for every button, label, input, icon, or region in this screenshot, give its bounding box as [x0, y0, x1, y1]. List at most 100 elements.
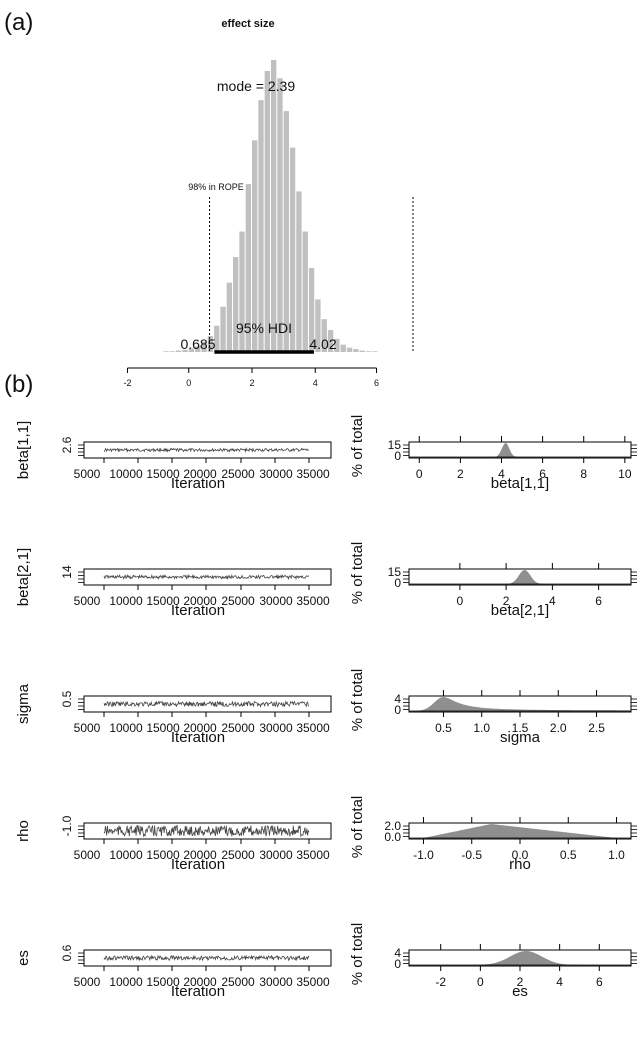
hist-y-tick-label: 0 [394, 703, 401, 717]
histogram-bar [321, 319, 327, 352]
histogram-bar [188, 348, 195, 352]
trace-x-tick-label: 20000 [183, 721, 217, 735]
trace-x-tick-label: 10000 [109, 594, 143, 608]
histogram-bar [220, 306, 226, 352]
histogram-bar [296, 191, 302, 352]
diagnostic-row: 0.5 sigma 5000 10000 15000 20000 25000 30000 350… [15, 669, 637, 746]
histogram-bar [302, 231, 308, 352]
histogram-bar [283, 111, 289, 352]
histogram-bar [270, 60, 277, 352]
diagnostic-row: 14 beta[2,1] 5000 10000 15000 20000 25000 30000… [15, 542, 637, 619]
x-axis: -2 0 2 4 6 [123, 367, 379, 388]
x-tick-label: 4 [313, 378, 318, 388]
histogram-bar [372, 351, 378, 352]
histogram-bar [264, 70, 270, 352]
trace-x-tick-label: 25000 [221, 721, 255, 735]
trace-y-tick-label: -1.0 [60, 815, 74, 836]
hist-y-label: % of total [349, 669, 366, 732]
hist-x-tick-label: 0.0 [512, 848, 529, 862]
trace-y-tick-label: 0.6 [60, 944, 74, 961]
hist-y-tick-label: 0 [394, 957, 401, 971]
panel-a: (a) effect size 98% in ROPE mode = 2.39 … [4, 9, 414, 388]
hist-x-tick-label: 0.5 [560, 848, 577, 862]
hist-y-tick-label: 0 [394, 449, 401, 463]
trace-x-tick-label: 30000 [259, 848, 293, 862]
trace-x-tick-label: 5000 [74, 594, 101, 608]
hist-y-tick-label: 0 [394, 576, 401, 590]
trace-y-tick-label: 2.6 [60, 436, 74, 453]
rope-label: 98% in ROPE [188, 182, 244, 192]
hist-x-label: sigma [500, 729, 541, 746]
trace-y-label: beta[2,1] [15, 548, 32, 606]
trace-x-tick-label: 30000 [259, 467, 293, 481]
hist-x-tick-label: 2 [517, 975, 524, 989]
trace-y-label: sigma [15, 683, 32, 724]
hist-x-tick-label: 4 [556, 975, 563, 989]
hdi-low-label: 0.685 [180, 336, 215, 352]
trace-y-label: es [15, 950, 32, 966]
histogram-bar [169, 351, 176, 352]
hist-area [409, 824, 631, 838]
trace-x-tick-label: 35000 [296, 467, 330, 481]
hist-x-tick-label: 8 [580, 467, 587, 481]
trace-x-label: Iteration [171, 983, 225, 1000]
hist-area [409, 951, 631, 965]
trace-x-tick-label: 20000 [183, 975, 217, 989]
trace-x-tick-label: 30000 [259, 594, 293, 608]
histogram-bar [252, 140, 258, 352]
histogram-bar [340, 344, 346, 352]
trace-x-tick-label: 10000 [109, 848, 143, 862]
hist-x-tick-label: 2.5 [588, 721, 605, 735]
trace-x-tick-label: 25000 [221, 594, 255, 608]
histogram-bar [258, 100, 264, 353]
trace-line [103, 700, 310, 708]
trace-x-label: Iteration [171, 729, 225, 746]
hist-x-tick-label: 1.5 [512, 721, 529, 735]
hist-x-tick-label: 1.0 [473, 721, 490, 735]
diagnostic-row: -1.0 rho 5000 10000 15000 20000 25000 30000 3500… [15, 796, 637, 873]
trace-x-label: Iteration [171, 602, 225, 619]
hist-x-tick-label: -2 [435, 975, 446, 989]
trace-x-tick-label: 15000 [146, 848, 180, 862]
histogram-bar [353, 349, 359, 352]
hist-x-tick-label: 0 [416, 467, 423, 481]
histogram-bar [176, 350, 182, 352]
histogram-bar [239, 231, 245, 352]
hdi-high-label: 4.02 [309, 336, 336, 352]
hist-x-tick-label: 0 [457, 594, 464, 608]
trace-x-tick-label: 10000 [109, 467, 143, 481]
hist-x-tick-label: 2 [503, 594, 510, 608]
trace-x-tick-label: 5000 [74, 467, 101, 481]
trace-x-tick-label: 30000 [259, 721, 293, 735]
hist-x-tick-label: 6 [539, 467, 546, 481]
hist-y-tick-label: 0.0 [384, 830, 401, 844]
trace-y-label: rho [15, 820, 32, 842]
hist-area [409, 570, 631, 584]
histogram-bar [201, 341, 207, 352]
trace-x-tick-label: 25000 [221, 467, 255, 481]
hist-x-tick-label: 1.0 [608, 848, 625, 862]
trace-x-tick-label: 20000 [183, 848, 217, 862]
hist-y-label: % of total [349, 415, 366, 478]
histogram-bars [163, 60, 378, 353]
trace-line [103, 447, 310, 453]
hist-x-tick-label: -1.0 [413, 848, 434, 862]
hist-x-tick-label: 0 [477, 975, 484, 989]
trace-x-tick-label: 35000 [296, 848, 330, 862]
trace-x-tick-label: 15000 [146, 975, 180, 989]
hist-x-tick-label: 4 [549, 594, 556, 608]
diagnostic-row: 0.6 es 5000 10000 15000 20000 25000 30000 35000 I… [15, 923, 637, 1000]
hist-y-label: % of total [349, 923, 366, 986]
trace-x-tick-label: 10000 [109, 721, 143, 735]
trace-x-tick-label: 35000 [296, 975, 330, 989]
histogram-bar [365, 351, 372, 352]
hist-x-label: rho [509, 856, 531, 873]
panel-b-label: (b) [4, 371, 33, 398]
trace-x-label: Iteration [171, 475, 225, 492]
mode-label: mode = 2.39 [217, 78, 295, 94]
histogram-bar [334, 338, 340, 352]
diagnostic-row: 2.6 beta[1,1] 5000 10000 15000 20000 25000 3000… [15, 415, 637, 492]
trace-x-tick-label: 5000 [74, 848, 101, 862]
hist-x-tick-label: 2.0 [550, 721, 567, 735]
hist-x-tick-label: 0.5 [435, 721, 452, 735]
